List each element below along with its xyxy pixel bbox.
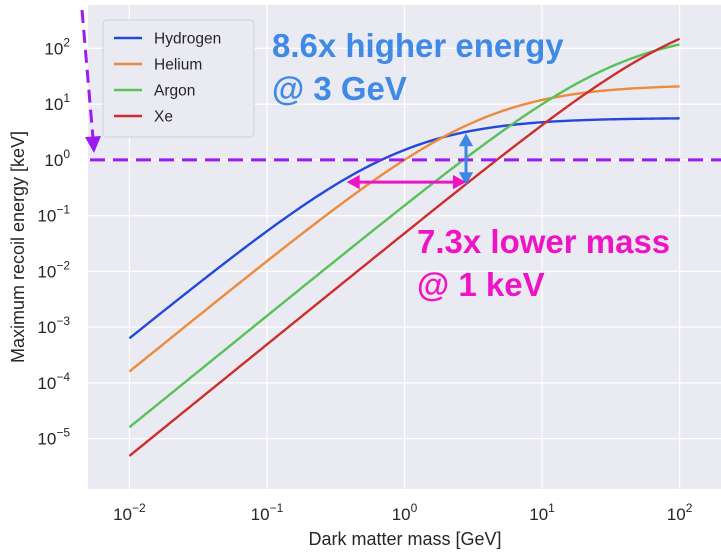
y-tick-label: 10−3 [37, 314, 70, 337]
annotation-mass-line: 7.3x lower mass [417, 223, 670, 260]
x-tick-labels: 10−2 10−1 100 101 102 [113, 501, 693, 524]
annotations: 8.6x higher energy @ 3 GeV 7.3x lower mass… [272, 27, 670, 303]
threshold-pointer-arrow [80, 9, 95, 139]
series-lines [128, 37, 681, 457]
threshold-pointer-arrowhead [85, 136, 101, 153]
legend-label-argon: Argon [154, 83, 195, 100]
series-line-argon [128, 43, 680, 429]
y-tick-label: 10−4 [37, 370, 70, 393]
x-tick-label: 100 [392, 501, 418, 524]
x-tick-label: 101 [529, 501, 555, 524]
arrowhead [453, 174, 467, 190]
x-tick-label: 10−2 [113, 501, 146, 524]
arrowhead [458, 172, 474, 186]
y-tick-label: 101 [44, 91, 70, 114]
y-tick-labels: 10−5 10−4 10−3 10−2 10−1 100 101 102 [37, 35, 70, 448]
y-tick-label: 10−1 [37, 203, 70, 226]
series-line-xe [128, 37, 681, 457]
x-tick-label: 10−1 [251, 501, 284, 524]
y-tick-label: 10−2 [37, 258, 70, 281]
legend-label-helium: Helium [154, 57, 202, 74]
annotation-energy-line: 8.6x higher energy [272, 27, 564, 64]
arrowhead [458, 133, 474, 147]
x-axis-label: Dark matter mass [GeV] [308, 529, 501, 549]
arrowhead [346, 174, 360, 190]
y-tick-label: 10−5 [37, 426, 70, 449]
series-line-hydrogen [128, 117, 680, 340]
legend-box [102, 19, 255, 138]
legend-label-xe: Xe [154, 109, 173, 126]
annotation-mass-line: @ 1 keV [417, 266, 545, 303]
x-tick-label: 102 [667, 501, 693, 524]
y-tick-label: 100 [44, 147, 70, 170]
annotation-energy-line: @ 3 GeV [272, 70, 407, 107]
legend: Hydrogen Helium Argon Xe [102, 19, 255, 138]
y-tick-label: 102 [44, 35, 70, 58]
annotation-overlay [80, 9, 721, 190]
y-axis-label: Maximum recoil energy [keV] [8, 131, 28, 363]
legend-label-hydrogen: Hydrogen [154, 31, 221, 48]
